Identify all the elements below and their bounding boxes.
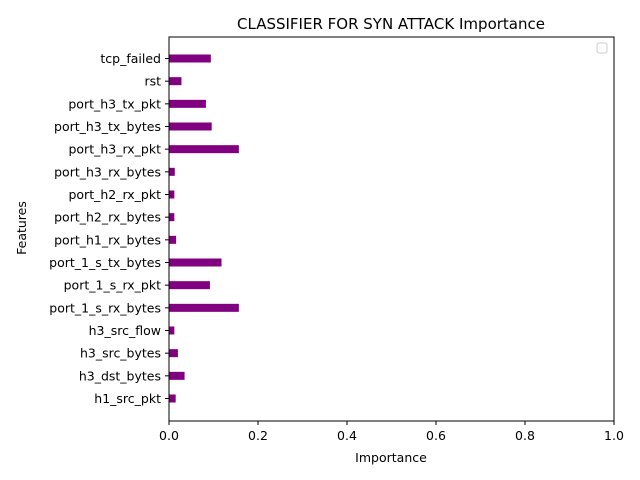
chart-title: CLASSIFIER FOR SYN ATTACK Importance <box>237 15 545 33</box>
bar <box>169 394 176 403</box>
axes-frame <box>168 36 615 422</box>
y-tick-label: port_h3_rx_bytes <box>54 164 161 179</box>
legend-box <box>596 42 608 54</box>
bar <box>169 281 210 290</box>
y-tick-label: h1_src_pkt <box>94 391 161 406</box>
x-tick-label: 0.4 <box>337 428 357 443</box>
bar <box>169 190 175 199</box>
x-tick-label: 0.6 <box>426 428 446 443</box>
bar <box>169 167 175 176</box>
y-tick-label: h3_src_flow <box>89 323 161 338</box>
bar <box>169 145 239 154</box>
x-tick-label: 1.0 <box>604 428 624 443</box>
y-tick-label: port_1_s_rx_pkt <box>64 278 161 293</box>
bar <box>169 371 185 380</box>
y-tick-label: h3_src_bytes <box>80 346 161 361</box>
y-tick-label: port_h3_tx_bytes <box>54 119 161 134</box>
x-tick-label: 0.2 <box>248 428 268 443</box>
bar <box>169 258 222 267</box>
x-axis-label: Importance <box>355 450 427 465</box>
bar <box>169 122 212 131</box>
y-tick-label: port_1_s_rx_bytes <box>49 300 161 315</box>
bar <box>169 349 178 358</box>
y-tick-label: port_h2_rx_bytes <box>54 210 161 225</box>
bar <box>169 303 239 312</box>
y-tick-label: port_h2_rx_pkt <box>68 187 161 202</box>
y-tick-label: port_h3_tx_pkt <box>68 96 161 111</box>
bar <box>169 54 211 63</box>
y-tick-label: port_h1_rx_bytes <box>54 232 161 247</box>
x-tick-label: 0.0 <box>159 428 179 443</box>
y-tick-label: port_1_s_tx_bytes <box>49 255 161 270</box>
x-tick-label: 0.8 <box>515 428 535 443</box>
bar <box>169 213 175 222</box>
y-tick-label: h3_dst_bytes <box>79 368 161 383</box>
bar <box>169 77 182 86</box>
plot-area: h1_src_pkt h3_dst_bytes h3_src_bytes h3_src… <box>49 36 624 443</box>
bar <box>169 235 177 244</box>
bar <box>169 99 206 108</box>
y-tick-label: tcp_failed <box>100 51 161 66</box>
y-tick-label: port_h3_rx_pkt <box>68 142 161 157</box>
y-axis-label: Features <box>14 201 29 255</box>
y-tick-label: rst <box>144 74 161 89</box>
bar <box>169 326 175 335</box>
